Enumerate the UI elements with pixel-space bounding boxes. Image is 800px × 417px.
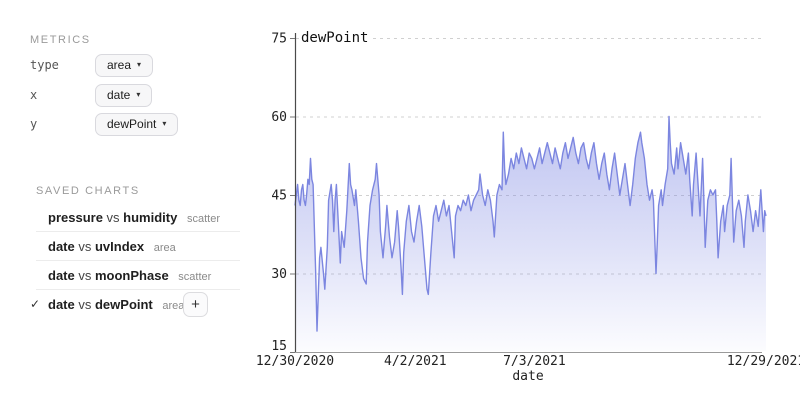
vs-label: vs	[106, 210, 120, 225]
x-tick-labels: 12/30/2020 4/2/2021 7/3/2021 12/29/2021	[256, 354, 800, 369]
chart-type-tag: scatter	[186, 213, 220, 225]
metric-row-y: y dewPoint ▾	[30, 112, 245, 136]
x-axis-label: date	[512, 369, 543, 384]
y-tick-labels: 15 30 45 60 75	[271, 32, 295, 354]
y-tick-label: 60	[271, 110, 287, 125]
chart-type-tag: area	[153, 242, 176, 254]
chart-y-field: uvIndex	[94, 239, 145, 254]
x-select-value: date	[107, 87, 131, 102]
chevron-down-icon: ▾	[137, 59, 142, 69]
type-select-value: area	[107, 57, 132, 72]
add-chart-button[interactable]: +	[183, 292, 208, 317]
chevron-down-icon: ▾	[136, 89, 141, 99]
chart-y-field: dewPoint	[94, 297, 153, 312]
vs-label: vs	[78, 268, 92, 283]
chart-x-field: pressure	[48, 210, 103, 225]
metrics-header: METRICS	[30, 34, 91, 46]
y-tick-label: 45	[271, 189, 287, 204]
saved-chart-date-dewpoint[interactable]: ✓ date vs dewPoint area	[30, 290, 240, 319]
chevron-down-icon: ▾	[162, 118, 167, 128]
area-line	[294, 115, 767, 332]
x-tick-label: 7/3/2021	[503, 354, 566, 369]
saved-chart-date-moonphase[interactable]: date vs moonPhase scatter	[36, 261, 240, 290]
y-tick-label: 15	[271, 339, 287, 354]
chart-title: dewPoint	[301, 30, 368, 46]
y-select[interactable]: dewPoint ▾	[95, 112, 179, 136]
vs-label: vs	[78, 297, 92, 312]
chart-y-field: moonPhase	[94, 268, 169, 283]
chart-type-tag: scatter	[178, 271, 212, 283]
sidebar: METRICS type area ▾ x date ▾ y dewPoint …	[0, 0, 255, 417]
chart-y-field: humidity	[123, 210, 178, 225]
vs-label: vs	[78, 239, 92, 254]
saved-chart-pressure-humidity[interactable]: pressure vs humidity scatter	[36, 203, 240, 232]
metric-row-x: x date ▾	[30, 83, 245, 107]
metric-label-x: x	[30, 88, 38, 102]
chart-x-field: date	[48, 268, 75, 283]
y-tick-label: 75	[271, 32, 287, 47]
metric-label-y: y	[30, 117, 38, 131]
metric-label-type: type	[30, 58, 59, 72]
area-fill	[295, 116, 766, 351]
y-tick-label: 30	[271, 267, 287, 282]
x-tick-label: 12/30/2020	[256, 354, 334, 369]
x-tick-label: 4/2/2021	[384, 354, 447, 369]
chart-type-tag: area	[162, 300, 185, 312]
metric-row-type: type area ▾	[30, 53, 245, 77]
title-backplate	[299, 29, 371, 46]
check-icon: ✓	[30, 297, 41, 311]
x-tick-label: 12/29/2021	[727, 354, 800, 369]
chart-x-field: date	[48, 297, 75, 312]
x-select[interactable]: date ▾	[95, 83, 153, 107]
saved-chart-date-uvindex[interactable]: date vs uvIndex area	[36, 232, 240, 261]
chart-x-field: date	[48, 239, 75, 254]
y-select-value: dewPoint	[107, 116, 157, 131]
saved-charts-list: pressure vs humidity scatter date vs uvI…	[30, 203, 240, 319]
type-select[interactable]: area ▾	[95, 53, 154, 77]
saved-charts-header: SAVED CHARTS	[36, 185, 140, 197]
